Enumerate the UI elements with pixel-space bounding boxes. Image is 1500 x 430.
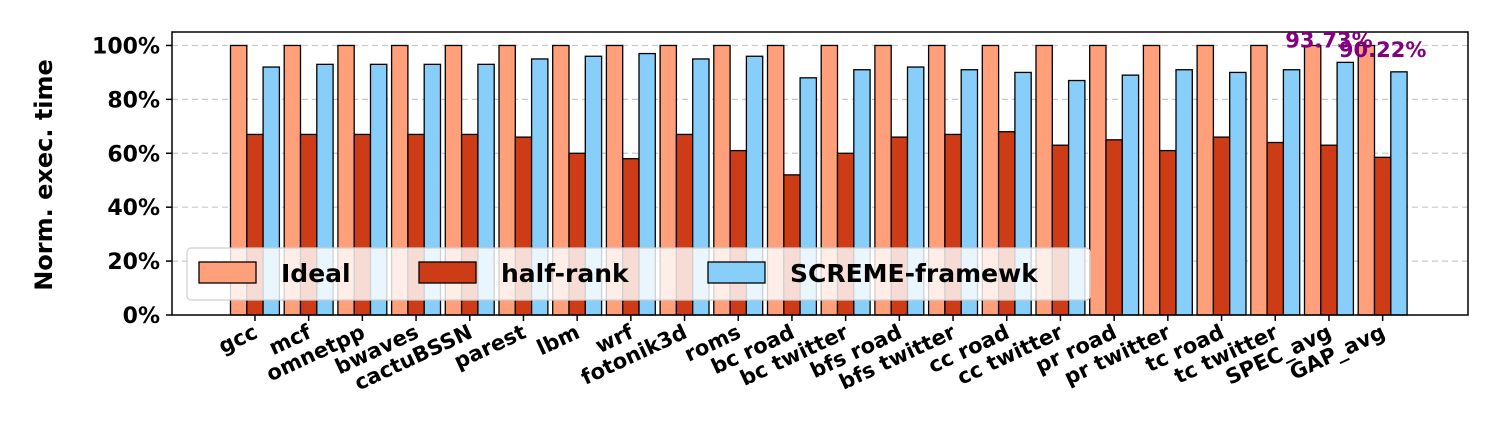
bar-screme-framewk — [1175, 69, 1193, 316]
plot-frame — [171, 31, 1469, 316]
annotation-label: 93.73% — [1285, 28, 1372, 52]
y-tick-label: 100% — [92, 34, 160, 59]
bar-half-rank — [1159, 149, 1177, 316]
annotation-label: 90.22% — [1339, 38, 1426, 62]
annotations: 93.73%90.22% — [1285, 28, 1426, 61]
y-tick-label: 60% — [107, 142, 160, 167]
y-tick-label: 40% — [107, 196, 160, 221]
y-tick-label: 80% — [107, 88, 160, 113]
y-tick-label: 0% — [123, 304, 160, 329]
x-tick-label: gcc — [215, 320, 261, 359]
bar-ideal — [1357, 44, 1376, 316]
y-axis-title: Norm. exec. time — [30, 59, 58, 291]
legend-swatch — [707, 261, 766, 284]
bar-screme-framewk — [1121, 74, 1140, 316]
x-tick-label: lbm — [533, 320, 583, 360]
legend-label: Ideal — [281, 259, 351, 288]
legend-label: half-rank — [501, 259, 630, 288]
legend-box — [186, 247, 1091, 301]
legend: Ideal half-rank SCREME-framewk — [186, 247, 1091, 301]
legend-label: SCREME-framewk — [790, 259, 1039, 288]
bar-half-rank — [1105, 139, 1123, 316]
bar-ideal — [1196, 44, 1215, 316]
bar-half-rank — [1266, 141, 1285, 316]
bar-screme-framewk — [1229, 71, 1247, 316]
bar-ideal — [1089, 44, 1107, 316]
y-tick-label: 20% — [107, 250, 160, 275]
bar-screme-framewk — [1336, 61, 1355, 316]
bar-screme-framewk — [1282, 69, 1301, 316]
bar-ideal — [1250, 44, 1268, 316]
bar-half-rank — [1212, 136, 1231, 316]
legend-swatch — [418, 261, 477, 284]
legend-swatch — [198, 261, 257, 284]
bar-half-rank — [1373, 156, 1392, 316]
y-axis-ticks: 0% 20% 40% 60% 80% 100% — [92, 34, 172, 329]
x-tick-label: fotonik3d — [577, 320, 690, 390]
bar-ideal — [1303, 44, 1322, 316]
bar-screme-framewk — [1390, 71, 1408, 316]
bar-half-rank — [1320, 144, 1338, 316]
bar-ideal — [1142, 44, 1161, 316]
